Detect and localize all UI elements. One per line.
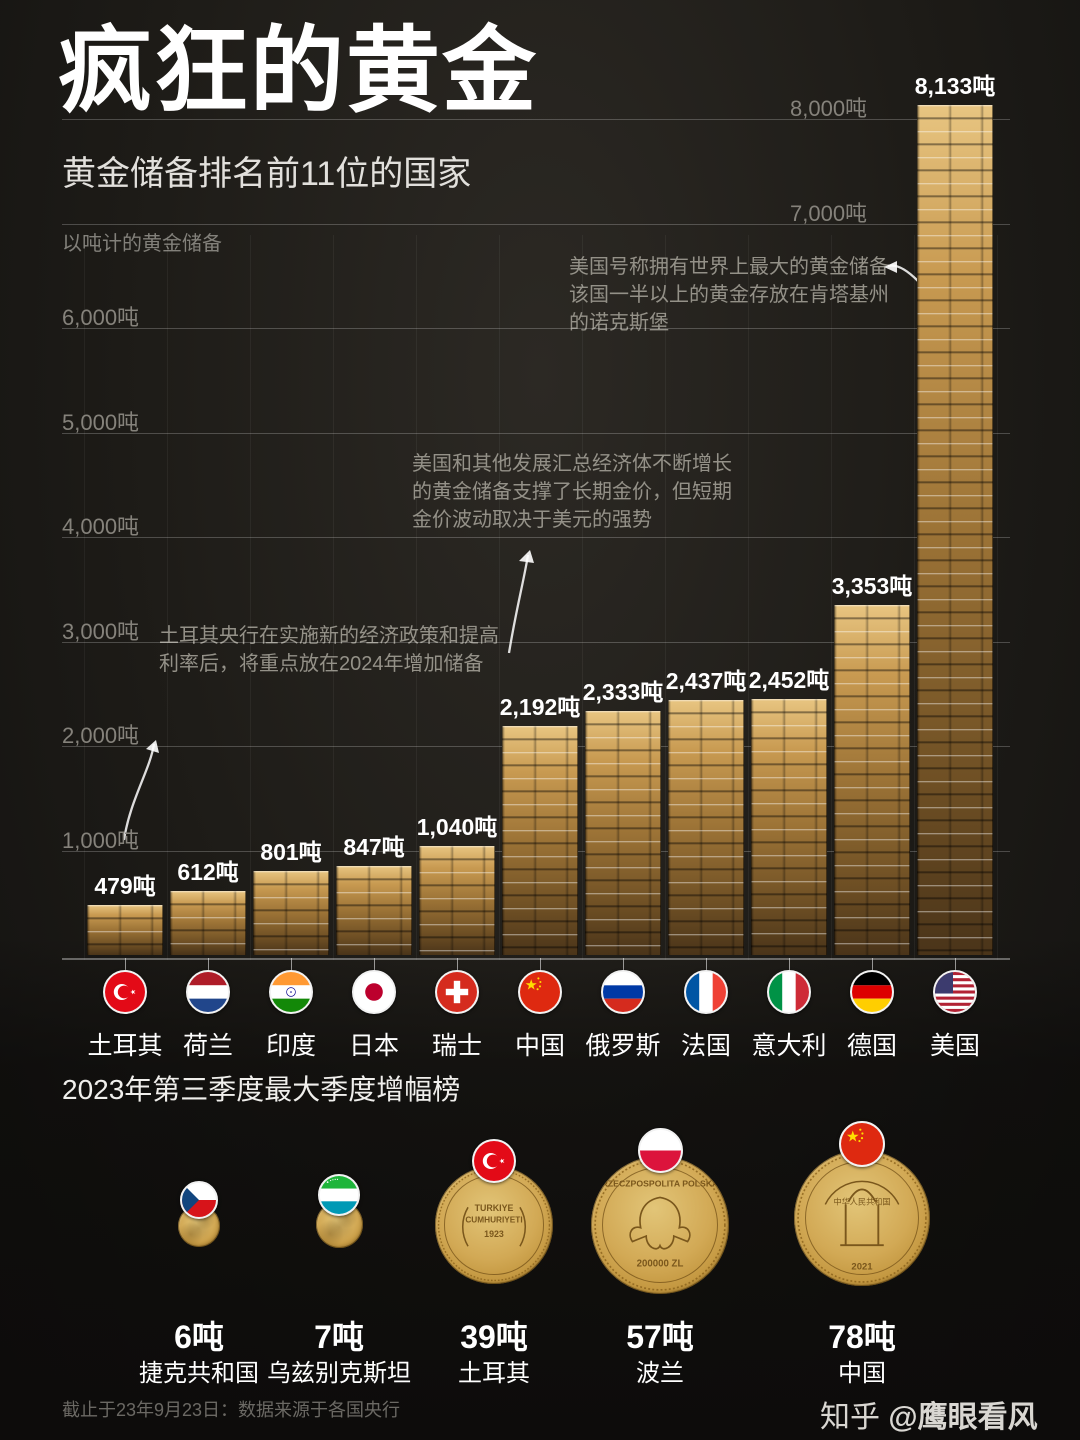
svg-text:TURKIYE: TURKIYE [475, 1203, 514, 1213]
svg-text:200000 ZL: 200000 ZL [637, 1258, 684, 1269]
svg-text:1923: 1923 [484, 1229, 504, 1239]
svg-text:RZECZPOSPOLITA POLSKA: RZECZPOSPOLITA POLSKA [602, 1178, 720, 1188]
svg-text:中华人民共和国: 中华人民共和国 [833, 1196, 890, 1206]
svg-text:2021: 2021 [851, 1262, 873, 1273]
svg-text:CUMHURIYETI: CUMHURIYETI [465, 1216, 522, 1225]
